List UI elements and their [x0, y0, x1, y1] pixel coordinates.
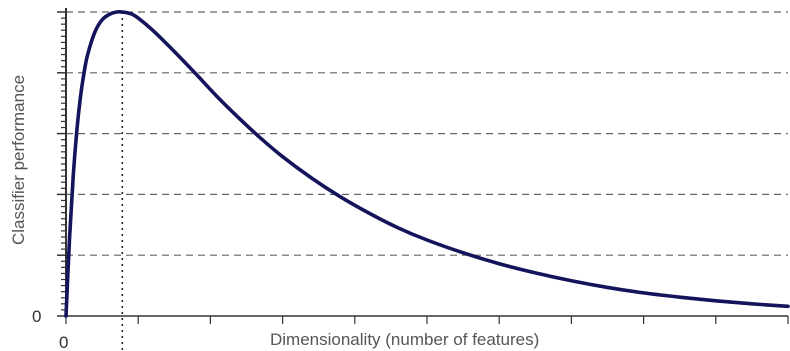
axes: [57, 8, 789, 324]
grid-lines: [66, 11, 788, 256]
y-axis-title: Classifier performance: [9, 75, 28, 245]
performance-curve-0: [64, 9, 790, 318]
x-axis-title: Dimensionality (number of features): [270, 330, 539, 349]
series-layer: [64, 9, 790, 318]
y-origin-label: 0: [32, 307, 41, 326]
x-origin-label: 0: [59, 333, 68, 351]
